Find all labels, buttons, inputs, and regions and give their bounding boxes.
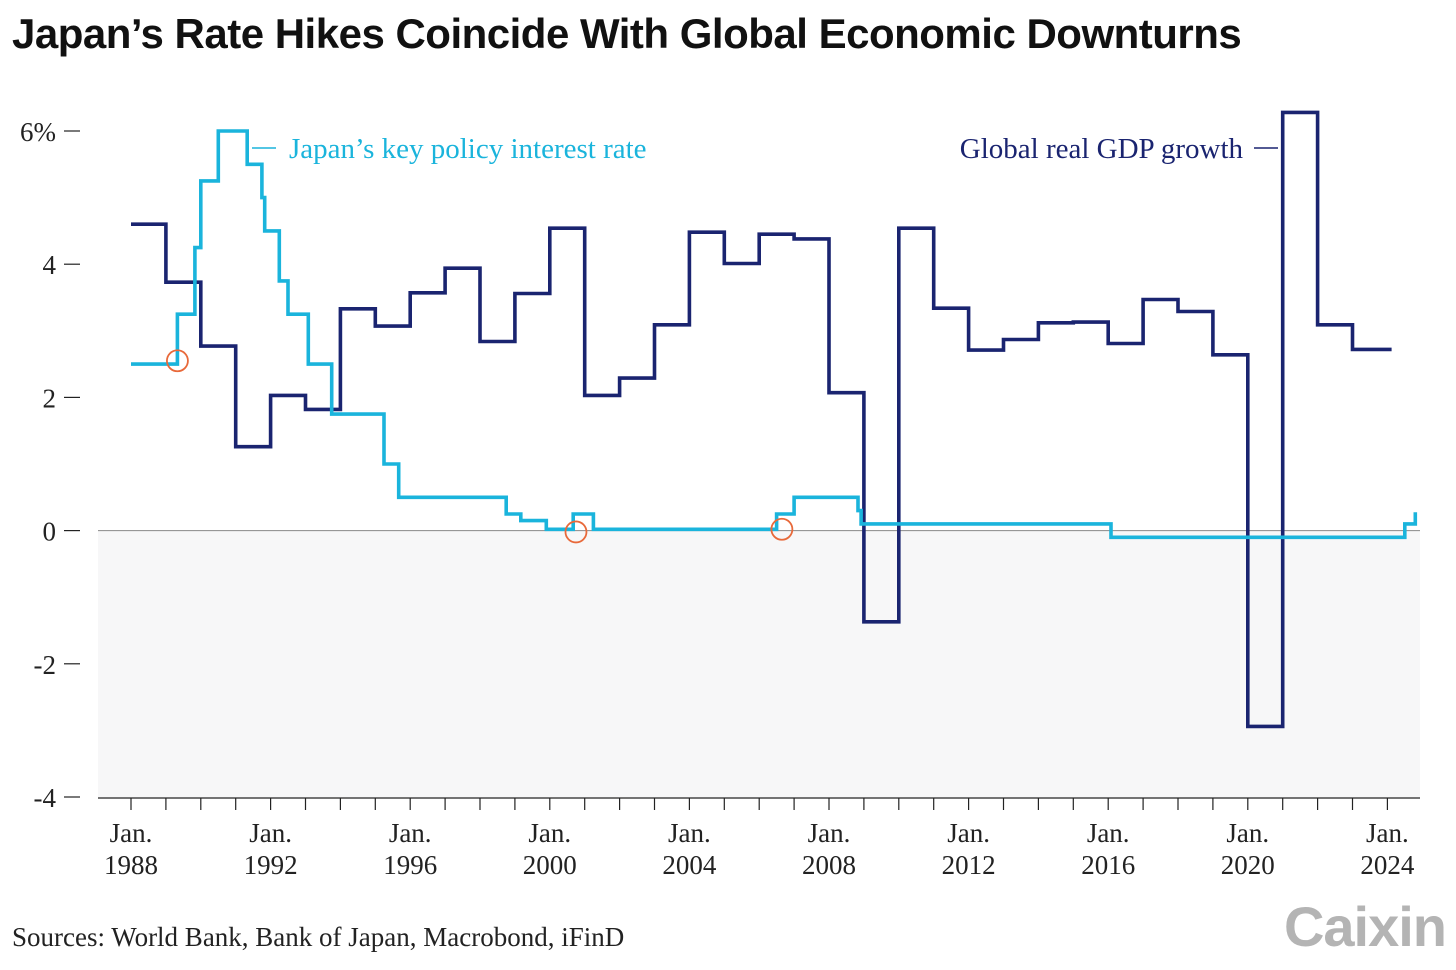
- rate-hike-marker: [166, 349, 189, 373]
- x-tick-label-year: 1988: [104, 850, 158, 880]
- y-tick-label: 4: [43, 250, 57, 280]
- x-tick-label-year: 1996: [383, 850, 437, 880]
- x-tick-label-year: 2024: [1360, 850, 1415, 880]
- x-tick-label-month: Jan.: [1226, 818, 1269, 848]
- x-axis: Jan.1988Jan.1992Jan.1996Jan.2000Jan.2004…: [98, 797, 1420, 880]
- y-tick-label: -2: [34, 650, 57, 680]
- page-title: Japan’s Rate Hikes Coincide With Global …: [12, 10, 1242, 57]
- legend: Japan’s key policy interest rate Global r…: [252, 133, 1278, 165]
- x-tick-label-month: Jan.: [947, 818, 990, 848]
- x-tick-label-month: Jan.: [249, 818, 292, 848]
- x-tick-label-month: Jan.: [808, 818, 851, 848]
- negative-region: [98, 530, 1420, 797]
- x-tick-label-month: Jan.: [389, 818, 432, 848]
- source-note: Sources: World Bank, Bank of Japan, Macr…: [12, 922, 625, 952]
- x-tick-label-year: 2000: [523, 850, 577, 880]
- y-tick-label: 2: [43, 383, 57, 413]
- x-tick-label-year: 2012: [942, 850, 996, 880]
- series-layer: [131, 110, 1418, 729]
- x-tick-label-month: Jan.: [668, 818, 711, 848]
- x-tick-label-month: Jan.: [1087, 818, 1130, 848]
- y-tick-label: 0: [43, 517, 57, 547]
- x-tick-label-year: 2004: [662, 850, 717, 880]
- series-gdp-growth-line: [131, 110, 1392, 729]
- x-tick-label-year: 1992: [244, 850, 298, 880]
- rate-hike-marker: [770, 517, 794, 541]
- x-tick-label-month: Jan.: [110, 818, 153, 848]
- legend-rate-label: Japan’s key policy interest rate: [289, 133, 647, 165]
- legend-gdp-label: Global real GDP growth: [960, 133, 1244, 165]
- series-policy-rate-line: [131, 129, 1418, 540]
- x-tick-label-month: Jan.: [528, 818, 571, 848]
- y-tick-label: -4: [34, 783, 57, 813]
- marker-layer: [166, 349, 794, 544]
- caixin-logo: Caixin: [1283, 895, 1447, 958]
- x-tick-label-year: 2016: [1081, 850, 1135, 880]
- x-tick-label-month: Jan.: [1366, 818, 1409, 848]
- x-tick-label-year: 2008: [802, 850, 856, 880]
- x-tick-label-year: 2020: [1221, 850, 1275, 880]
- y-tick-label: 6%: [20, 117, 56, 147]
- rate-hike-marker: [564, 520, 588, 544]
- y-axis: 6% 4 2 0 -2 -4: [20, 117, 1420, 813]
